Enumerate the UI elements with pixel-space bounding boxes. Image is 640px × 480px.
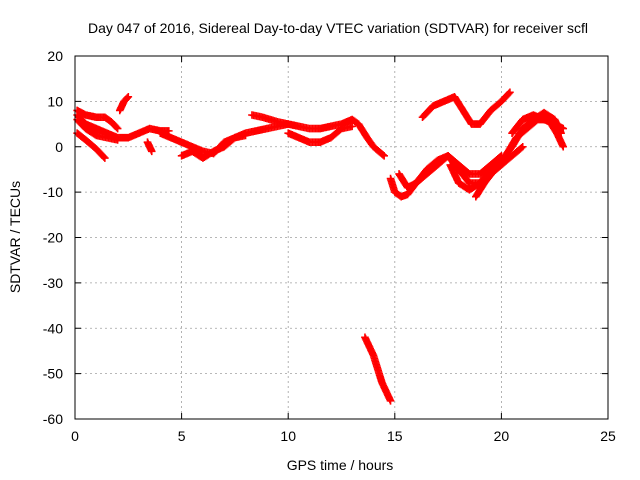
data-point [380, 152, 388, 160]
series-track-i [248, 111, 388, 160]
data-point [113, 124, 122, 133]
y-axis-label: SDTVAR / TECUs [7, 181, 23, 293]
data-point [147, 147, 156, 156]
data-point [506, 88, 514, 97]
data-point [112, 123, 121, 132]
grid-lines [75, 56, 608, 419]
axis-ticks [74, 55, 609, 420]
data-point [99, 153, 108, 161]
axis-tick-labels: 0 5 10 15 20 25 -60 -50 -40 -30 -20 -10 0 10 20 [43, 48, 616, 444]
series-track-h [177, 131, 250, 162]
x-tick-label: 15 [387, 428, 403, 444]
data-point [559, 124, 568, 133]
data-point [505, 89, 513, 98]
x-tick-label: 20 [494, 428, 510, 444]
x-tick-label: 10 [280, 428, 296, 444]
series-track-n [418, 88, 514, 128]
series-track-q [508, 111, 568, 137]
y-tick-label: 20 [47, 48, 63, 64]
y-tick-label: -10 [43, 184, 63, 200]
data-point [348, 122, 356, 131]
series-track-j [284, 122, 356, 147]
x-tick-label: 5 [178, 428, 186, 444]
data-point [517, 143, 526, 152]
series-track-k [361, 333, 395, 405]
data-point [518, 142, 527, 151]
data-point [123, 94, 132, 102]
y-tick-label: -60 [43, 411, 63, 427]
series-track-e [115, 93, 133, 115]
data-points [73, 88, 568, 405]
y-tick-label: -30 [43, 275, 63, 291]
x-tick-label: 25 [600, 428, 616, 444]
chart-title: Day 047 of 2016, Sidereal Day-to-day VTE… [88, 20, 588, 36]
data-point [101, 154, 109, 162]
series-track-f [143, 138, 156, 156]
data-point [124, 93, 133, 101]
data-point [559, 142, 568, 151]
x-axis-label: GPS time / hours [287, 457, 394, 473]
y-tick-label: 10 [47, 93, 63, 109]
y-tick-label: -20 [43, 230, 63, 246]
series-track-g [156, 120, 292, 158]
x-tick-label: 0 [71, 428, 79, 444]
y-tick-label: -50 [43, 366, 63, 382]
data-point [379, 151, 387, 159]
series-track-b [73, 129, 109, 162]
data-point [241, 131, 250, 140]
y-tick-label: 0 [55, 139, 63, 155]
y-tick-label: -40 [43, 320, 63, 336]
data-point [386, 397, 395, 405]
data-point [113, 136, 122, 144]
series-track-d [73, 115, 122, 144]
